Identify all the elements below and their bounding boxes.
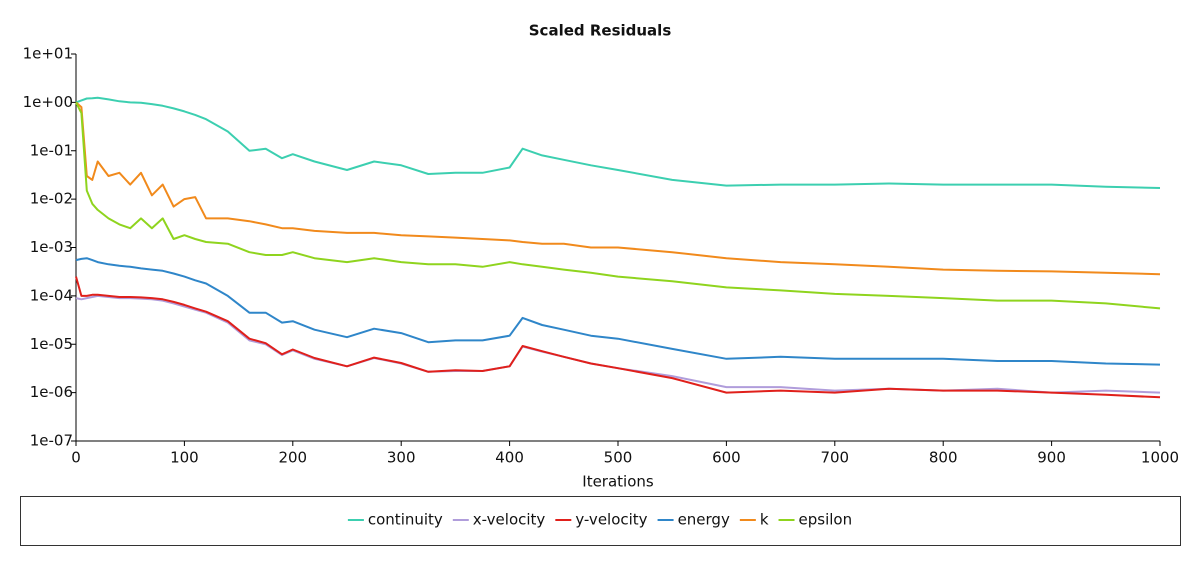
x-tick-label: 0: [71, 449, 81, 467]
legend-label: epsilon: [799, 511, 853, 529]
legend-label: x-velocity: [473, 511, 546, 529]
x-tick-label: 100: [170, 449, 199, 467]
x-tick-label: 700: [820, 449, 849, 467]
legend-label: continuity: [368, 511, 443, 529]
x-tick-label: 800: [929, 449, 958, 467]
chart-title: Scaled Residuals: [529, 22, 672, 40]
y-tick-label: 1e-06: [30, 383, 73, 401]
legend-label: energy: [678, 511, 730, 529]
legend-label: k: [760, 511, 769, 529]
legend-box: [20, 496, 1181, 546]
legend-label: y-velocity: [575, 511, 647, 529]
x-axis-label: Iterations: [582, 473, 654, 491]
legend: continuity x-velocity y-velocity energy k eps…: [347, 511, 853, 529]
y-tick-label: 1e-07: [30, 432, 73, 450]
series-line: [75, 101, 1161, 276]
x-tick-label: 900: [1037, 449, 1066, 467]
x-tick-label: 600: [712, 449, 741, 467]
series-line: [75, 276, 1161, 399]
y-tick-label: 1e-01: [30, 141, 73, 159]
y-tick-label: 1e-02: [30, 190, 73, 208]
series-line: [75, 101, 1161, 310]
x-tick-label: 200: [278, 449, 307, 467]
series-line: [75, 257, 1161, 366]
y-tick-label: 1e+00: [23, 93, 73, 111]
series-line: [75, 294, 1161, 394]
x-tick-label: 300: [387, 449, 416, 467]
y-tick-label: 1e-05: [30, 335, 73, 353]
x-tick-label: 1000: [1141, 449, 1179, 467]
x-tick-label: 500: [604, 449, 633, 467]
y-tick-label: 1e-04: [30, 286, 73, 304]
x-tick-label: 400: [495, 449, 524, 467]
series-line: [75, 96, 1161, 189]
y-tick-label: 1e-03: [30, 238, 73, 256]
y-tick-label: 1e+01: [23, 45, 73, 63]
